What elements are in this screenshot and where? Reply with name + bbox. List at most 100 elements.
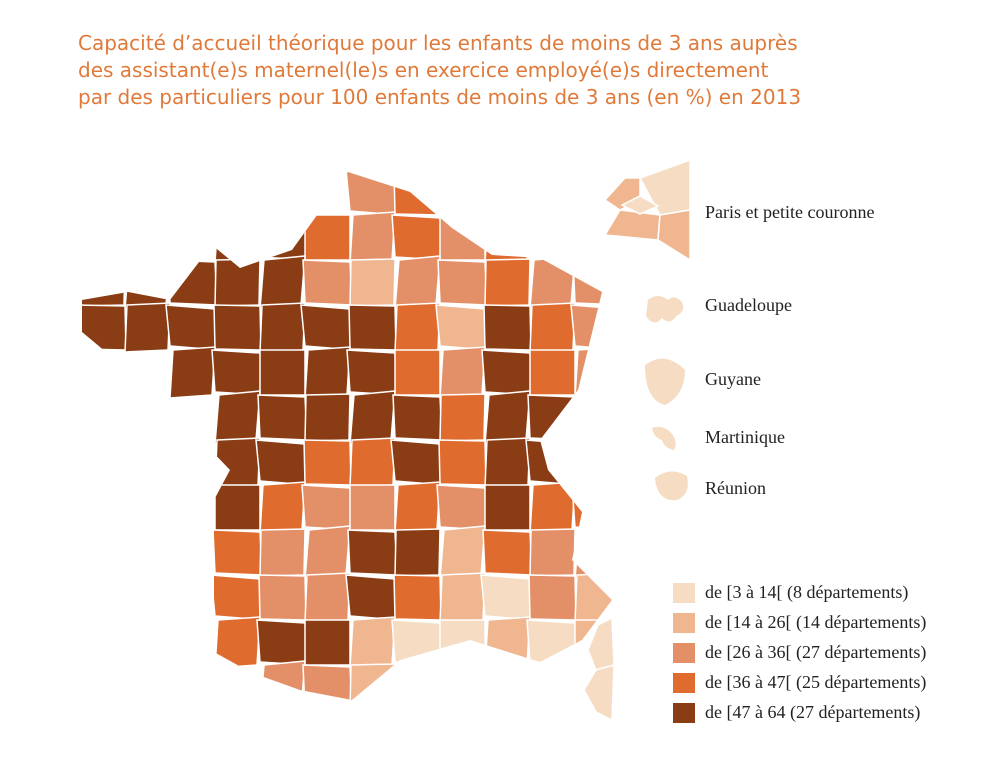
department xyxy=(437,259,488,306)
department xyxy=(349,390,396,445)
department xyxy=(214,390,261,445)
department xyxy=(570,304,612,351)
department xyxy=(212,529,263,576)
inset-label: Guadeloupe xyxy=(705,295,792,315)
department xyxy=(349,616,396,669)
department xyxy=(435,304,490,351)
department xyxy=(529,660,576,700)
department xyxy=(657,209,691,262)
department xyxy=(210,574,265,621)
department xyxy=(345,172,400,216)
title-line: Capacité d’accueil théorique pour les en… xyxy=(78,31,798,55)
department xyxy=(439,393,486,442)
department xyxy=(391,619,444,666)
department xyxy=(527,394,578,441)
department xyxy=(603,209,661,241)
department xyxy=(214,211,261,264)
department xyxy=(394,528,441,577)
department xyxy=(571,484,612,531)
legend-swatch xyxy=(673,583,695,603)
department xyxy=(482,529,533,576)
department xyxy=(349,211,396,264)
department xyxy=(393,172,442,216)
department xyxy=(484,258,531,307)
department xyxy=(574,572,612,623)
department xyxy=(259,481,306,534)
department xyxy=(529,255,576,310)
department xyxy=(304,346,351,399)
department xyxy=(439,525,486,580)
legend-label: de [26 à 36[ (27 départements) xyxy=(705,642,926,663)
department xyxy=(439,572,486,623)
department xyxy=(255,439,310,486)
department xyxy=(304,393,351,442)
department xyxy=(214,437,261,488)
overseas xyxy=(652,426,676,450)
france-map xyxy=(82,172,612,700)
department xyxy=(574,346,612,399)
department xyxy=(214,484,261,531)
department xyxy=(348,304,397,351)
department xyxy=(300,304,355,351)
department xyxy=(301,484,354,531)
department xyxy=(259,255,306,310)
overseas xyxy=(655,471,688,501)
department xyxy=(394,660,441,700)
department xyxy=(394,255,441,310)
department xyxy=(484,211,531,264)
department xyxy=(572,259,612,306)
inset-label: Martinique xyxy=(705,427,785,447)
department xyxy=(304,619,351,666)
department xyxy=(349,663,396,700)
department xyxy=(526,214,579,261)
department xyxy=(484,484,531,531)
legend-swatch xyxy=(673,643,695,663)
department xyxy=(304,572,351,623)
department xyxy=(394,302,441,353)
department xyxy=(167,259,218,306)
department xyxy=(256,214,309,261)
department xyxy=(349,437,396,488)
legend-swatch xyxy=(673,703,695,723)
department xyxy=(481,349,534,396)
department xyxy=(392,394,443,441)
department xyxy=(258,574,307,621)
department xyxy=(437,664,488,700)
department xyxy=(439,214,486,261)
department xyxy=(213,304,262,351)
department xyxy=(484,390,531,445)
department xyxy=(82,258,126,307)
department xyxy=(393,574,442,621)
department xyxy=(526,619,579,666)
department xyxy=(124,255,171,310)
legend-swatch xyxy=(673,673,695,693)
department xyxy=(528,574,577,621)
department xyxy=(256,619,309,666)
department xyxy=(436,484,489,531)
department xyxy=(439,619,486,666)
inset-label: Guyane xyxy=(705,369,761,389)
department xyxy=(574,525,612,580)
department xyxy=(214,258,261,307)
department xyxy=(574,393,612,442)
overseas xyxy=(646,296,684,323)
department xyxy=(303,439,352,486)
department xyxy=(124,302,171,353)
department xyxy=(529,349,576,396)
department xyxy=(302,259,353,306)
department xyxy=(259,349,306,396)
insets xyxy=(583,158,691,722)
legend-swatch xyxy=(673,613,695,633)
department xyxy=(394,349,441,396)
department xyxy=(583,664,615,722)
department xyxy=(529,302,576,353)
department xyxy=(304,525,351,580)
legend: de [3 à 14[ (8 départements) de [14 à 26[… xyxy=(673,582,926,723)
department xyxy=(345,574,400,621)
department xyxy=(347,529,398,576)
legend-label: de [47 à 64 (27 départements) xyxy=(705,702,920,723)
department xyxy=(214,616,261,669)
department xyxy=(573,439,612,486)
department xyxy=(483,304,532,351)
